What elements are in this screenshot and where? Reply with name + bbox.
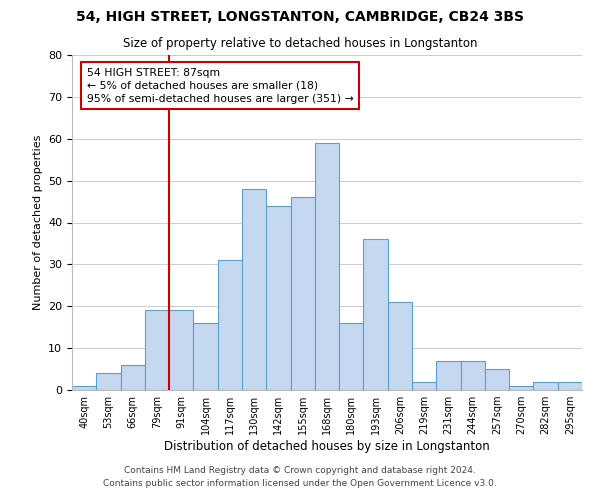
Text: Contains HM Land Registry data © Crown copyright and database right 2024.
Contai: Contains HM Land Registry data © Crown c…: [103, 466, 497, 487]
Bar: [290, 198, 315, 390]
Text: 54 HIGH STREET: 87sqm
← 5% of detached houses are smaller (18)
95% of semi-detac: 54 HIGH STREET: 87sqm ← 5% of detached h…: [86, 68, 353, 104]
Bar: [485, 369, 509, 390]
Bar: [266, 206, 290, 390]
Bar: [509, 386, 533, 390]
Y-axis label: Number of detached properties: Number of detached properties: [32, 135, 43, 310]
Bar: [193, 323, 218, 390]
Bar: [96, 373, 121, 390]
Text: Size of property relative to detached houses in Longstanton: Size of property relative to detached ho…: [123, 38, 477, 51]
Bar: [461, 360, 485, 390]
Bar: [145, 310, 169, 390]
Bar: [533, 382, 558, 390]
Bar: [169, 310, 193, 390]
Bar: [388, 302, 412, 390]
Text: 54, HIGH STREET, LONGSTANTON, CAMBRIDGE, CB24 3BS: 54, HIGH STREET, LONGSTANTON, CAMBRIDGE,…: [76, 10, 524, 24]
Bar: [339, 323, 364, 390]
Bar: [436, 360, 461, 390]
Bar: [558, 382, 582, 390]
Bar: [315, 143, 339, 390]
Bar: [242, 189, 266, 390]
Bar: [364, 240, 388, 390]
Bar: [412, 382, 436, 390]
Bar: [218, 260, 242, 390]
Bar: [72, 386, 96, 390]
X-axis label: Distribution of detached houses by size in Longstanton: Distribution of detached houses by size …: [164, 440, 490, 453]
Bar: [121, 365, 145, 390]
